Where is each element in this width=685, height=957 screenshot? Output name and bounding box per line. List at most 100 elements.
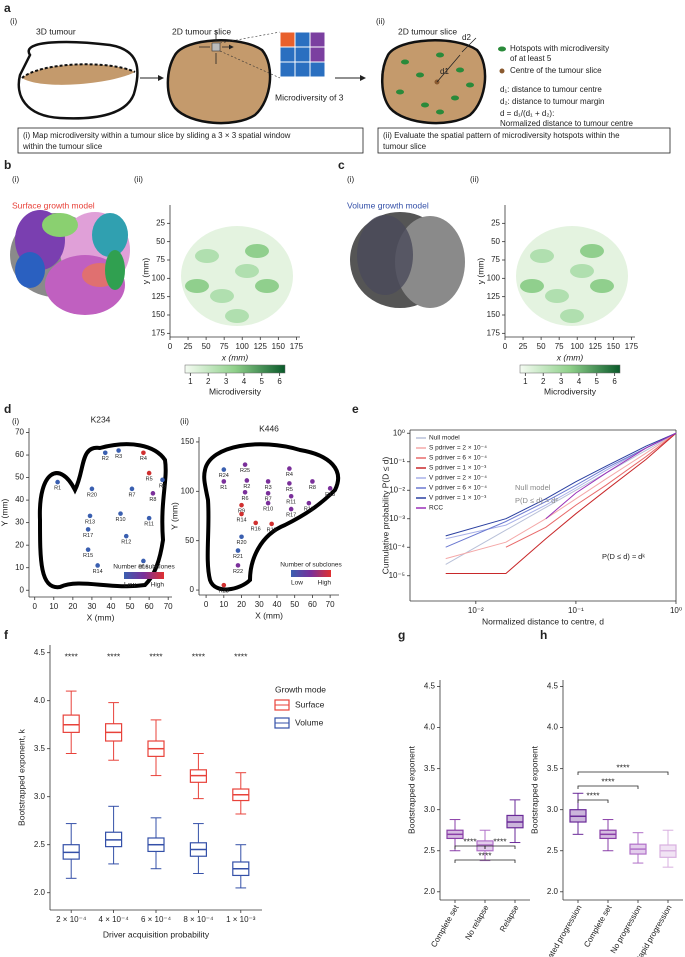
region-point <box>235 563 241 568</box>
y-tick-label: 100 <box>181 486 195 495</box>
legend-gradient <box>124 572 164 579</box>
region-point <box>160 477 165 483</box>
hotspot-area <box>530 249 554 263</box>
region-label: R7 <box>128 492 135 498</box>
colorbar-tick-label: 4 <box>577 377 582 386</box>
hotspot-area <box>185 279 209 293</box>
colorbar-tick-label: 5 <box>260 377 265 386</box>
x-tick-label: 40 <box>273 600 282 609</box>
region-point <box>85 547 91 552</box>
significance: **** <box>192 651 206 661</box>
y-tick-label: 4.0 <box>34 696 46 705</box>
region-label: R6 <box>242 496 249 502</box>
x-tick-label: 125 <box>254 342 268 351</box>
legend-gradient <box>291 570 331 577</box>
panel-label: a <box>4 1 11 15</box>
series-line <box>445 432 677 537</box>
y-tick-label: 2.5 <box>34 840 46 849</box>
legend-label: V pdriver = 1 × 10⁻³ <box>429 495 487 502</box>
region-point <box>265 490 271 496</box>
significance: **** <box>478 850 492 860</box>
bracket <box>577 785 639 789</box>
y-tick-label: 4.0 <box>424 723 436 732</box>
y-tick-label: 3.5 <box>34 744 46 753</box>
region-label: R4 <box>140 456 147 462</box>
x-tick-label: 10 <box>219 600 228 609</box>
legend-swatch <box>499 68 505 74</box>
y-tick-label: 10⁻³ <box>389 514 405 523</box>
legend-low: Low <box>291 580 303 587</box>
series-line <box>445 432 677 560</box>
region-label: R8 <box>149 497 156 503</box>
y-tick-label: 3.0 <box>547 805 559 814</box>
x-tick-label: 0 <box>503 342 508 351</box>
region-label: R4 <box>286 472 293 478</box>
y-tick-label: 3.0 <box>34 792 46 801</box>
y-tick-label: 25 <box>491 218 500 227</box>
legend-swatch <box>498 46 506 52</box>
x-tick-label: 0 <box>204 600 209 609</box>
panel-h: h <box>540 628 547 642</box>
x-tick-label: 40 <box>107 602 116 611</box>
series-line <box>505 432 677 548</box>
sub-label: (i) <box>10 17 17 26</box>
x-tick-label: 0 <box>32 602 37 611</box>
chart-title: K234 <box>91 414 111 424</box>
y-tick-label: 4.5 <box>34 648 46 657</box>
region-label: R13 <box>325 492 335 498</box>
panel-label: f <box>4 628 9 642</box>
tumour-slice <box>166 39 272 125</box>
panel-e: e <box>352 402 359 416</box>
grid-3x3 <box>279 31 326 78</box>
sub-label: (ii) <box>180 417 189 426</box>
x-axis-label: x (mm) <box>221 352 249 362</box>
window <box>211 42 221 52</box>
x-tick-label: 60 <box>145 602 154 611</box>
region-label: R14 <box>236 517 246 523</box>
y-tick-label: 2.5 <box>424 846 436 855</box>
series-line <box>445 432 677 574</box>
y-tick-label: 50 <box>185 536 194 545</box>
hotspot-area <box>560 309 584 323</box>
x-tick-label: 60 <box>308 600 317 609</box>
zoom-lines <box>219 31 281 79</box>
y-tick-label: 2.0 <box>34 888 46 897</box>
panel-b: b (i) (ii) Surface growth model <box>4 158 143 315</box>
region-point <box>265 479 271 484</box>
sub-label: (i) <box>347 175 354 184</box>
x-axis-label: X (mm) <box>87 612 115 622</box>
colorbar-tick-label: 6 <box>277 377 282 386</box>
y-tick-label: 10 <box>15 563 24 572</box>
y-tick-label: 150 <box>152 310 166 319</box>
x-tick-label: Complete set <box>582 903 614 949</box>
y-tick-label: 175 <box>152 328 166 337</box>
legend-title: Number of subclones <box>113 564 175 571</box>
legend-text: of at least 5 <box>510 54 552 63</box>
tumour-cut <box>22 64 135 85</box>
legend-title: Number of subclones <box>280 562 342 569</box>
bracket <box>577 771 669 775</box>
panel-g: g <box>398 628 405 642</box>
x-axis-label: Normalized distance to centre, d <box>482 616 604 626</box>
region-label: R20 <box>87 492 97 498</box>
y-axis-label: Y (mm) <box>169 502 179 530</box>
y-tick-label: 25 <box>156 218 165 227</box>
region-point <box>288 493 294 499</box>
legend-high: High <box>151 582 165 589</box>
bracket <box>454 859 516 863</box>
significance: **** <box>107 651 121 661</box>
x-tick-label: 175 <box>625 342 639 351</box>
box-text: tumour slice <box>383 142 427 151</box>
legend-label: Volume <box>295 717 324 727</box>
y-axis-label: Y (mm) <box>0 498 9 526</box>
x-tick-label: 175 <box>290 342 304 351</box>
region-label: R16 <box>251 526 261 532</box>
region-label: R11 <box>286 500 296 506</box>
x-tick-label: 70 <box>326 600 335 609</box>
x-tick-label: 75 <box>220 342 229 351</box>
y-tick-label: 3.0 <box>424 805 436 814</box>
region-point <box>150 491 156 496</box>
region-label: R8 <box>309 485 316 491</box>
x-tick-label: 75 <box>555 342 564 351</box>
region-point <box>235 548 241 553</box>
